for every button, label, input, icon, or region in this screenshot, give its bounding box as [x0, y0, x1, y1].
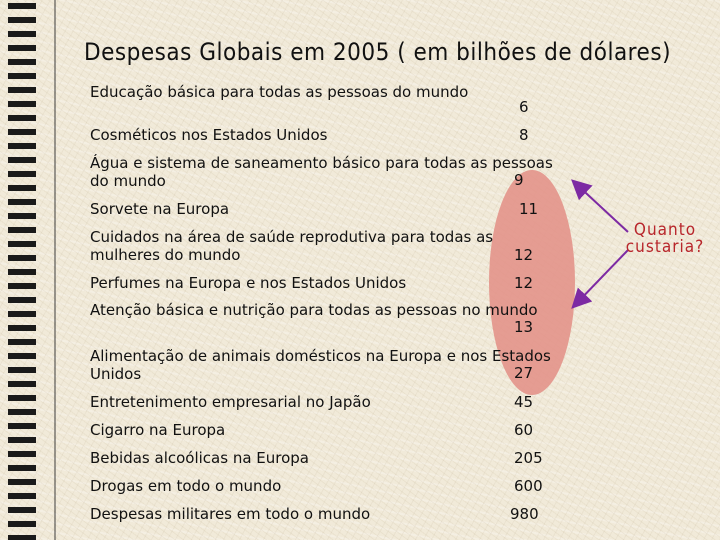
item-value: 8: [519, 126, 529, 144]
annotation-note: Quanto custaria?: [622, 222, 708, 256]
item-value: 45: [514, 393, 534, 411]
item-label: Drogas em todo o mundo: [90, 477, 282, 495]
item-value: 11: [519, 200, 539, 218]
item-value: 12: [514, 246, 534, 264]
item-value: 9: [514, 171, 524, 189]
list-item: Sorvete na Europa: [90, 200, 229, 218]
list-item: Bebidas alcoólicas na Europa: [90, 449, 309, 467]
page-title: Despesas Globais em 2005 ( em bilhões de…: [84, 38, 671, 66]
item-label: Perfumes na Europa e nos Estados Unidos: [90, 274, 407, 292]
list-item: Atenção básica e nutrição para todas as …: [90, 301, 538, 319]
list-item: Educação básica para todas as pessoas do…: [90, 83, 468, 101]
spiral-binding: [8, 0, 36, 540]
item-label: Cigarro na Europa: [90, 421, 226, 439]
item-label: Atenção básica e nutrição para todas as …: [90, 301, 538, 319]
page-edge: [54, 0, 56, 540]
item-value: 12: [514, 274, 534, 292]
list-item: Cuidados na área de saúde reprodutiva pa…: [90, 228, 510, 264]
list-item: Despesas militares em todo o mundo: [90, 505, 370, 523]
item-label: Despesas militares em todo o mundo: [90, 505, 371, 523]
list-item: Entretenimento empresarial no Japão: [90, 393, 371, 411]
item-value: 980: [510, 505, 539, 523]
arrow-up: [571, 179, 629, 233]
list-item: Drogas em todo o mundo: [90, 477, 281, 495]
annotation-line-2: custaria?: [625, 237, 705, 257]
annotation-line-1: Quanto: [633, 220, 697, 240]
item-value: 6: [519, 98, 529, 116]
item-value: 27: [514, 364, 534, 382]
item-value: 60: [514, 421, 534, 439]
list-item: Alimentação de animais domésticos na Eur…: [90, 347, 570, 383]
item-value: 13: [514, 318, 534, 336]
arrow-down: [571, 249, 629, 309]
item-label: Educação básica para todas as pessoas do…: [90, 83, 469, 101]
item-label: Bebidas alcoólicas na Europa: [90, 449, 310, 467]
list-item: Perfumes na Europa e nos Estados Unidos: [90, 274, 406, 292]
item-label: Alimentação de animais domésticos na Eur…: [90, 347, 551, 383]
item-label: Entretenimento empresarial no Japão: [90, 393, 371, 411]
item-label: Cosméticos nos Estados Unidos: [90, 126, 328, 144]
list-item: Água e sistema de saneamento básico para…: [90, 154, 570, 190]
list-item: Cigarro na Europa: [90, 421, 225, 439]
item-label: Cuidados na área de saúde reprodutiva pa…: [90, 228, 494, 264]
item-label: Sorvete na Europa: [90, 200, 230, 218]
item-value: 205: [514, 449, 543, 467]
highlight-circle: [489, 170, 575, 395]
item-value: 600: [514, 477, 543, 495]
list-item: Cosméticos nos Estados Unidos: [90, 126, 327, 144]
item-label: Água e sistema de saneamento básico para…: [90, 154, 553, 190]
